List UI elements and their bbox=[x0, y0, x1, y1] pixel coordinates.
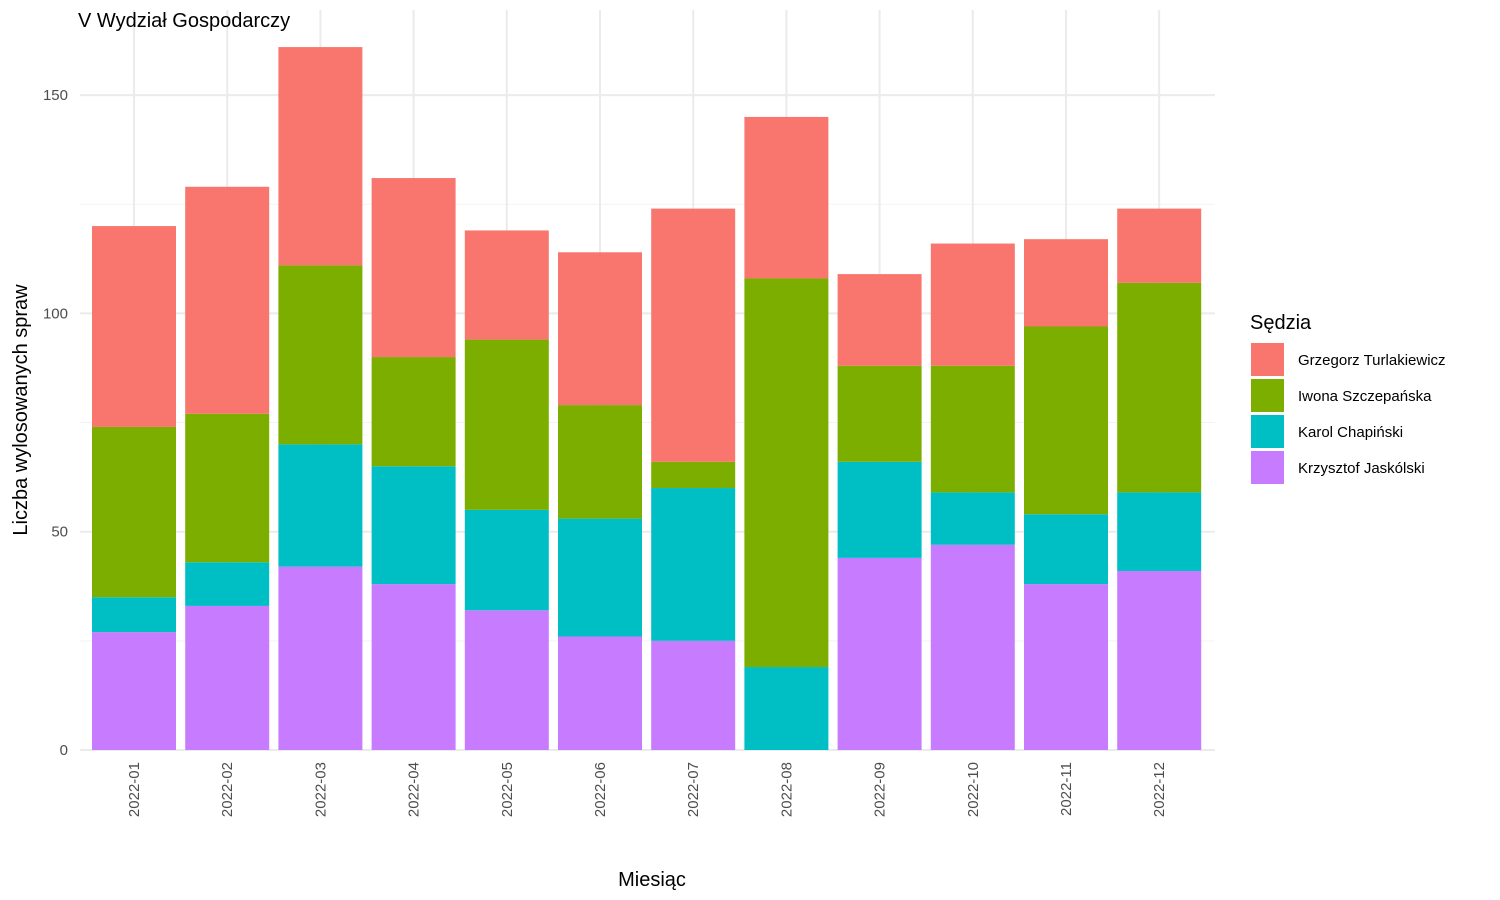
bar-segment bbox=[558, 636, 642, 750]
bar-segment bbox=[185, 562, 270, 606]
bar-segment bbox=[278, 444, 363, 567]
bar-segment bbox=[371, 357, 456, 467]
bar-segment bbox=[464, 230, 549, 340]
bar-segment bbox=[278, 47, 363, 266]
bar-segment bbox=[464, 610, 549, 750]
bar-segment bbox=[558, 252, 642, 406]
legend: Sędzia Grzegorz Turlakiewicz Iwona Szczep… bbox=[1250, 312, 1446, 484]
bar-segment bbox=[92, 226, 176, 427]
bar-segment bbox=[837, 461, 922, 558]
x-axis-ticks: 2022-01 2022-02 2022-03 2022-04 2022-05 2022-… bbox=[126, 762, 1168, 817]
bar-segment bbox=[930, 492, 1015, 545]
bar-segment bbox=[558, 518, 642, 637]
bar-segment bbox=[371, 584, 456, 750]
bar-segment bbox=[371, 466, 456, 585]
x-tick-label: 2022-05 bbox=[499, 762, 516, 817]
bar-segment bbox=[278, 566, 363, 750]
legend-title: Sędzia bbox=[1250, 312, 1312, 334]
x-tick-label: 2022-08 bbox=[778, 762, 795, 817]
legend-label: Krzysztof Jaskólski bbox=[1298, 460, 1425, 477]
x-axis-title: Miesiąc bbox=[618, 869, 686, 891]
x-tick-label: 2022-02 bbox=[219, 762, 236, 817]
x-tick-label: 2022-11 bbox=[1058, 762, 1075, 816]
legend-swatch bbox=[1251, 451, 1284, 484]
bar-segment bbox=[1117, 208, 1202, 283]
legend-label: Karol Chapiński bbox=[1298, 424, 1403, 441]
x-tick-label: 2022-07 bbox=[685, 762, 702, 817]
y-tick-label: 50 bbox=[51, 524, 68, 541]
x-tick-label: 2022-03 bbox=[312, 762, 329, 817]
bar-segment bbox=[1024, 584, 1108, 750]
bar-segment bbox=[930, 544, 1015, 750]
bar-segment bbox=[837, 557, 922, 750]
x-tick-label: 2022-06 bbox=[592, 762, 609, 817]
y-tick-label: 150 bbox=[43, 87, 68, 104]
bars bbox=[92, 47, 1202, 750]
legend-label: Iwona Szczepańska bbox=[1298, 388, 1432, 405]
bar-segment bbox=[371, 178, 456, 358]
bar-segment bbox=[185, 413, 270, 563]
y-axis-ticks: 0 50 100 150 bbox=[43, 87, 68, 759]
bar-segment bbox=[92, 597, 176, 633]
bar-segment bbox=[185, 186, 270, 414]
bar-segment bbox=[1117, 282, 1202, 493]
bar-segment bbox=[278, 265, 363, 445]
legend-swatch bbox=[1251, 379, 1284, 412]
bar-segment bbox=[651, 208, 736, 462]
bar-segment bbox=[1117, 492, 1202, 571]
bar-segment bbox=[92, 426, 176, 598]
x-tick-label: 2022-12 bbox=[1151, 762, 1168, 817]
bar-segment bbox=[930, 365, 1015, 493]
x-tick-label: 2022-01 bbox=[126, 762, 143, 817]
bar-segment bbox=[1024, 239, 1108, 327]
x-tick-label: 2022-09 bbox=[872, 762, 889, 817]
y-axis-title: Liczba wylosowanych spraw bbox=[10, 284, 32, 536]
bar-segment bbox=[651, 488, 736, 641]
bar-segment bbox=[464, 509, 549, 611]
legend-swatch bbox=[1251, 343, 1284, 376]
legend-label: Grzegorz Turlakiewicz bbox=[1298, 352, 1446, 369]
bar-segment bbox=[837, 274, 922, 366]
bar-segment bbox=[651, 640, 736, 750]
bar-segment bbox=[744, 116, 829, 279]
bar-segment bbox=[558, 405, 642, 519]
y-tick-label: 100 bbox=[43, 305, 68, 322]
bar-segment bbox=[651, 461, 736, 489]
bar-segment bbox=[185, 605, 270, 750]
bar-segment bbox=[930, 243, 1015, 366]
bar-segment bbox=[1024, 326, 1108, 515]
x-tick-label: 2022-10 bbox=[965, 762, 982, 817]
bar-segment bbox=[744, 667, 829, 750]
bar-segment bbox=[744, 278, 829, 668]
bar-segment bbox=[837, 365, 922, 462]
bar-segment bbox=[1024, 514, 1108, 585]
x-tick-label: 2022-04 bbox=[406, 762, 423, 817]
bar-segment bbox=[92, 632, 176, 750]
legend-swatch bbox=[1251, 415, 1284, 448]
y-tick-label: 0 bbox=[60, 742, 68, 759]
bar-segment bbox=[1117, 570, 1202, 750]
chart-title: V Wydział Gospodarczy bbox=[78, 10, 290, 32]
bar-segment bbox=[464, 339, 549, 510]
